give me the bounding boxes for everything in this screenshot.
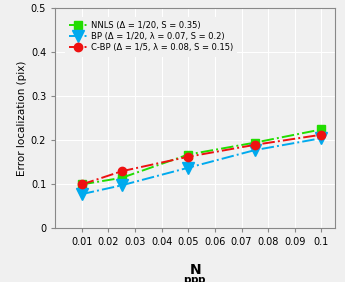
C-BP (Δ = 1/5, λ = 0.08, S = 0.15) <box>120 169 124 173</box>
Line: C-BP (Δ = 1/5, λ = 0.08, S = 0.15): C-BP (Δ = 1/5, λ = 0.08, S = 0.15) <box>78 131 326 189</box>
NNLS (Δ = 1/20, S = 0.35) <box>80 183 84 186</box>
BP (Δ = 1/20, λ = 0.07, S = 0.2) <box>186 166 190 169</box>
NNLS (Δ = 1/20, S = 0.35) <box>319 128 323 131</box>
Y-axis label: Error localization (pix): Error localization (pix) <box>17 61 27 176</box>
Text: $\mathbf{N}$: $\mathbf{N}$ <box>189 263 201 277</box>
NNLS (Δ = 1/20, S = 0.35) <box>186 153 190 156</box>
BP (Δ = 1/20, λ = 0.07, S = 0.2) <box>319 136 323 140</box>
C-BP (Δ = 1/5, λ = 0.08, S = 0.15) <box>80 183 84 186</box>
Line: BP (Δ = 1/20, λ = 0.07, S = 0.2): BP (Δ = 1/20, λ = 0.07, S = 0.2) <box>76 132 328 200</box>
C-BP (Δ = 1/5, λ = 0.08, S = 0.15) <box>253 143 257 147</box>
NNLS (Δ = 1/20, S = 0.35) <box>120 176 124 180</box>
BP (Δ = 1/20, λ = 0.07, S = 0.2) <box>80 192 84 196</box>
Legend: NNLS (Δ = 1/20, S = 0.35), BP (Δ = 1/20, λ = 0.07, S = 0.2), C-BP (Δ = 1/5, λ = : NNLS (Δ = 1/20, S = 0.35), BP (Δ = 1/20,… <box>65 17 237 56</box>
NNLS (Δ = 1/20, S = 0.35) <box>253 141 257 144</box>
Text: $\mathbf{ppp}$: $\mathbf{ppp}$ <box>183 275 207 282</box>
BP (Δ = 1/20, λ = 0.07, S = 0.2) <box>253 148 257 152</box>
Line: NNLS (Δ = 1/20, S = 0.35): NNLS (Δ = 1/20, S = 0.35) <box>78 125 326 189</box>
BP (Δ = 1/20, λ = 0.07, S = 0.2) <box>120 184 124 187</box>
C-BP (Δ = 1/5, λ = 0.08, S = 0.15) <box>186 155 190 158</box>
C-BP (Δ = 1/5, λ = 0.08, S = 0.15) <box>319 133 323 136</box>
